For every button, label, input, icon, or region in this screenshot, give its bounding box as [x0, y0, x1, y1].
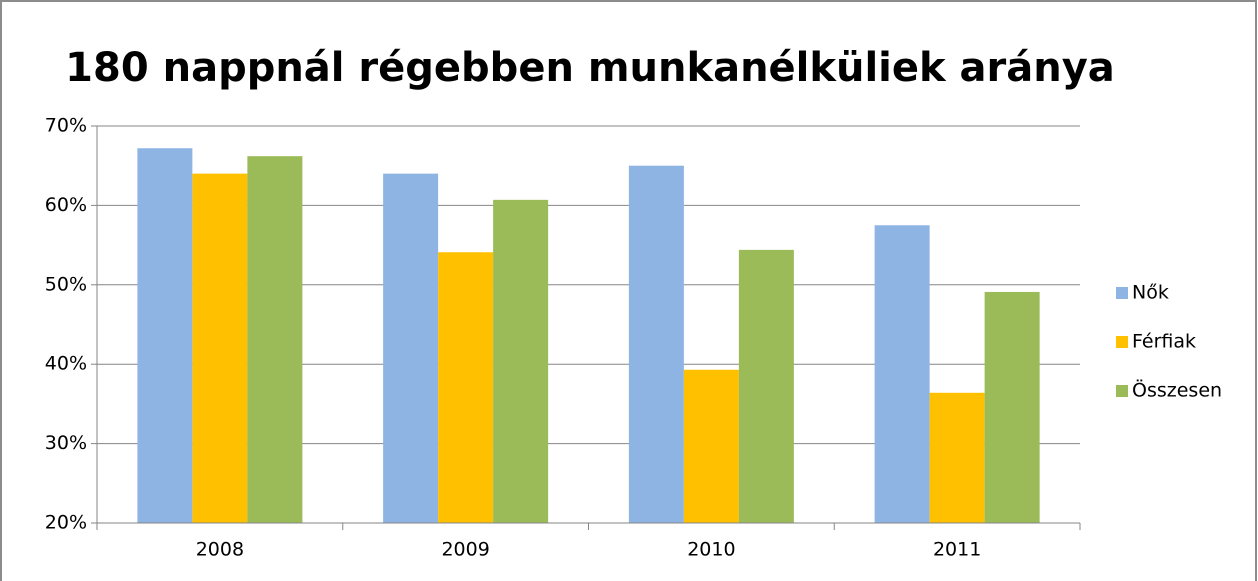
y-tick-label: 30%: [45, 432, 87, 454]
y-tick-label: 20%: [45, 512, 87, 534]
x-tick-label: 2009: [441, 539, 489, 561]
legend-swatch: [1116, 385, 1128, 397]
bar: [137, 148, 193, 523]
legend-label: Férfiak: [1132, 331, 1196, 353]
legend-swatch: [1116, 287, 1128, 299]
x-tick-label: 2008: [196, 539, 244, 561]
legend-swatch: [1116, 336, 1128, 348]
legend-label: Összesen: [1132, 379, 1222, 402]
bar: [683, 369, 739, 523]
bar: [493, 199, 549, 524]
y-tick-label: 50%: [45, 273, 87, 295]
legend-label: Nők: [1132, 282, 1169, 304]
bar: [247, 156, 303, 523]
bar: [192, 173, 248, 523]
y-tick-label: 40%: [45, 353, 87, 375]
bar: [929, 392, 985, 523]
chart-title: 180 nappnál régebben munkanélküliek arán…: [65, 45, 1115, 91]
bar: [738, 249, 794, 523]
y-tick-label: 70%: [45, 115, 87, 137]
y-tick-label: 60%: [45, 194, 87, 216]
bar: [628, 165, 684, 523]
x-tick-label: 2011: [933, 539, 981, 561]
bar: [874, 225, 930, 523]
bar: [984, 291, 1040, 523]
bar: [438, 252, 494, 523]
bar: [383, 173, 439, 523]
x-tick-label: 2010: [687, 539, 735, 561]
